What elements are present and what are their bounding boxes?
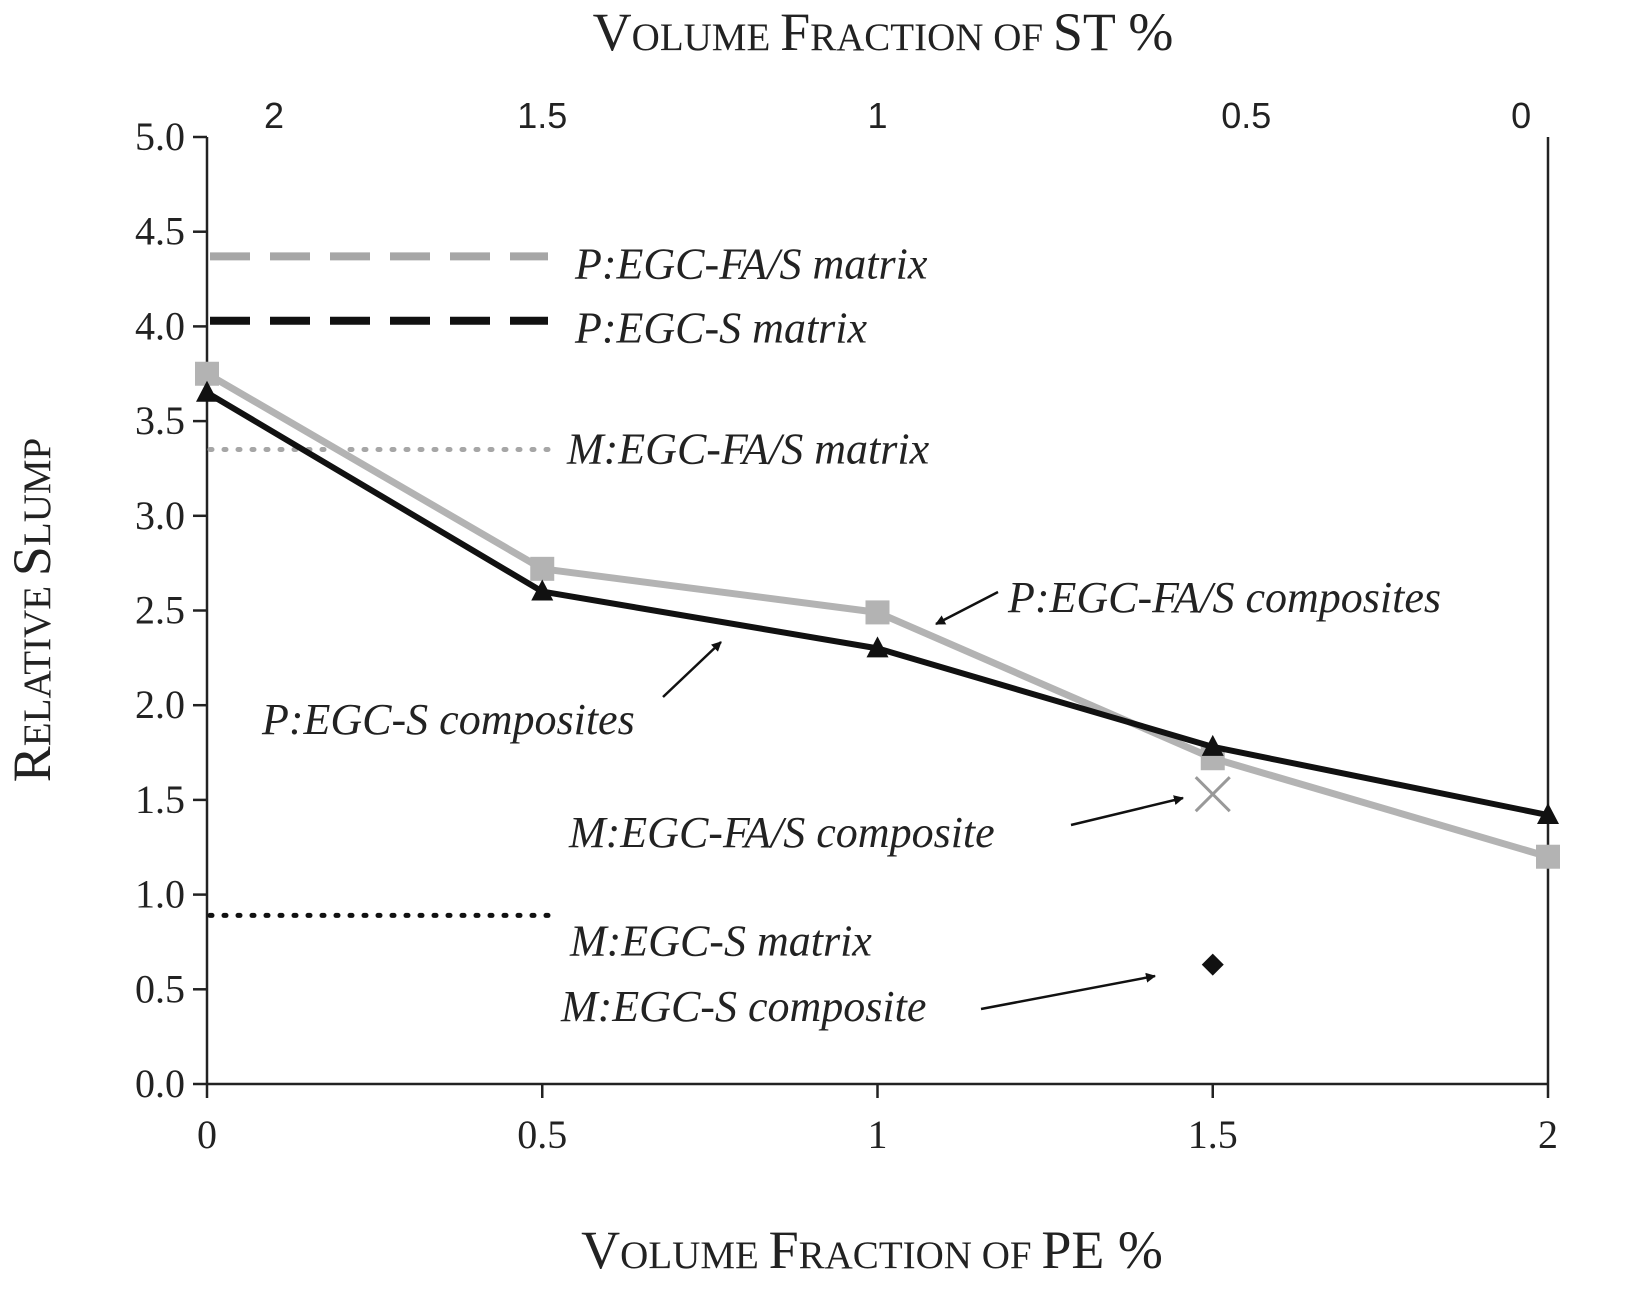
reference-line-label: M:EGC-FA/S matrix xyxy=(566,425,930,474)
x-axis-title-part: F xyxy=(769,1220,799,1280)
annotation-label: P:EGC-FA/S composites xyxy=(1007,573,1441,622)
x-tick-label: 1.5 xyxy=(1188,1112,1238,1157)
series-marker-square xyxy=(1536,844,1560,869)
series xyxy=(195,361,1560,869)
y-axis-title: RELATIVE SLUMP xyxy=(2,438,62,782)
top-axis-title-part: ST % xyxy=(1053,2,1174,62)
reference-lines: P:EGC-FA/S matrix P:EGC-S matrix M:EGC-FA/… xyxy=(207,239,930,965)
series-marker-triangle xyxy=(531,579,554,601)
top-axis-title: VOLUME FRACTION OF ST % xyxy=(593,2,1174,62)
x-tick-label: 2 xyxy=(1538,1112,1558,1157)
y-tick-label: 0.0 xyxy=(135,1061,185,1106)
y-tick-label: 0.5 xyxy=(135,966,185,1011)
top-axis-title-part xyxy=(770,16,780,59)
y-tick-label: 1.0 xyxy=(135,872,185,917)
top-axis-title-part: OLUME xyxy=(632,16,771,59)
single-points xyxy=(1194,776,1231,976)
top-tick-label: 0.5 xyxy=(1221,95,1271,136)
annotation-label: M:EGC-S composite xyxy=(560,982,926,1031)
series-marker-triangle xyxy=(1537,803,1559,825)
y-axis-title-part: ELATIVE xyxy=(16,586,59,746)
reference-line-label: P:EGC-S matrix xyxy=(574,304,868,353)
y-tick-label: 1.5 xyxy=(135,777,185,822)
y-tick-label: 2.0 xyxy=(135,682,185,727)
reference-line-label: M:EGC-S matrix xyxy=(569,916,872,965)
series-marker-triangle xyxy=(1201,734,1224,756)
x-axis-title-part xyxy=(759,1234,769,1277)
axes: 0.0 0.5 1.0 1.5 2.0 2.5 3.0 3.5 4.0 4.5 5.0 0 0.5 1 1.… xyxy=(2,2,1558,1280)
annotation-arrow xyxy=(980,972,1156,1011)
series-marker-square xyxy=(530,556,555,581)
x-axis-title-part: V xyxy=(581,1220,620,1280)
annotation-arrow xyxy=(662,641,722,698)
series-marker-triangle xyxy=(196,380,218,402)
top-tick-label: 0 xyxy=(1511,95,1531,136)
y-tick-label: 3.5 xyxy=(135,398,185,443)
y-tick-label: 5.0 xyxy=(135,114,185,159)
series-marker-triangle xyxy=(866,636,889,658)
top-tick-label: 1 xyxy=(867,95,887,136)
annotation-arrow xyxy=(935,590,999,626)
x-tick-label: 0 xyxy=(197,1112,217,1157)
y-tick-label: 3.0 xyxy=(135,493,185,538)
y-axis-title-part xyxy=(16,576,59,586)
top-axis-title-part: OF xyxy=(983,16,1052,59)
series-marker-square xyxy=(865,600,890,625)
point-marker-diamond xyxy=(1201,953,1224,976)
y-tick-label: 4.0 xyxy=(135,303,185,348)
annotation-label: P:EGC-S composites xyxy=(261,695,635,744)
y-axis-title-part: R xyxy=(2,746,62,782)
x-axis-title-part: RACTION xyxy=(799,1234,972,1277)
x-axis-title-part: PE % xyxy=(1041,1220,1163,1280)
y-axis-title-part: S xyxy=(2,546,62,576)
y-axis-title-part: LUMP xyxy=(16,438,59,546)
x-tick-label: 1 xyxy=(868,1112,888,1157)
reference-line-label: P:EGC-FA/S matrix xyxy=(574,239,928,288)
annotation-label: M:EGC-FA/S composite xyxy=(568,808,995,857)
x-axis-title-part: OLUME xyxy=(620,1234,759,1277)
y-tick-label: 4.5 xyxy=(135,209,185,254)
y-tick-label: 2.5 xyxy=(135,588,185,633)
top-axis-title-part: RACTION xyxy=(810,16,983,59)
top-axis-title-part: V xyxy=(593,2,632,62)
annotation-arrow xyxy=(1070,795,1184,827)
annotations: P:EGC-FA/S composites P:EGC-S composites M… xyxy=(261,573,1441,1031)
top-tick-label: 1.5 xyxy=(517,95,567,136)
point-marker-x xyxy=(1194,776,1231,813)
top-axis-title-part: F xyxy=(780,2,810,62)
x-tick-label: 0.5 xyxy=(517,1112,567,1157)
x-axis-title: VOLUME FRACTION OF PE % xyxy=(581,1220,1163,1280)
x-axis-title-part: OF xyxy=(972,1234,1041,1277)
top-tick-label: 2 xyxy=(264,95,284,136)
